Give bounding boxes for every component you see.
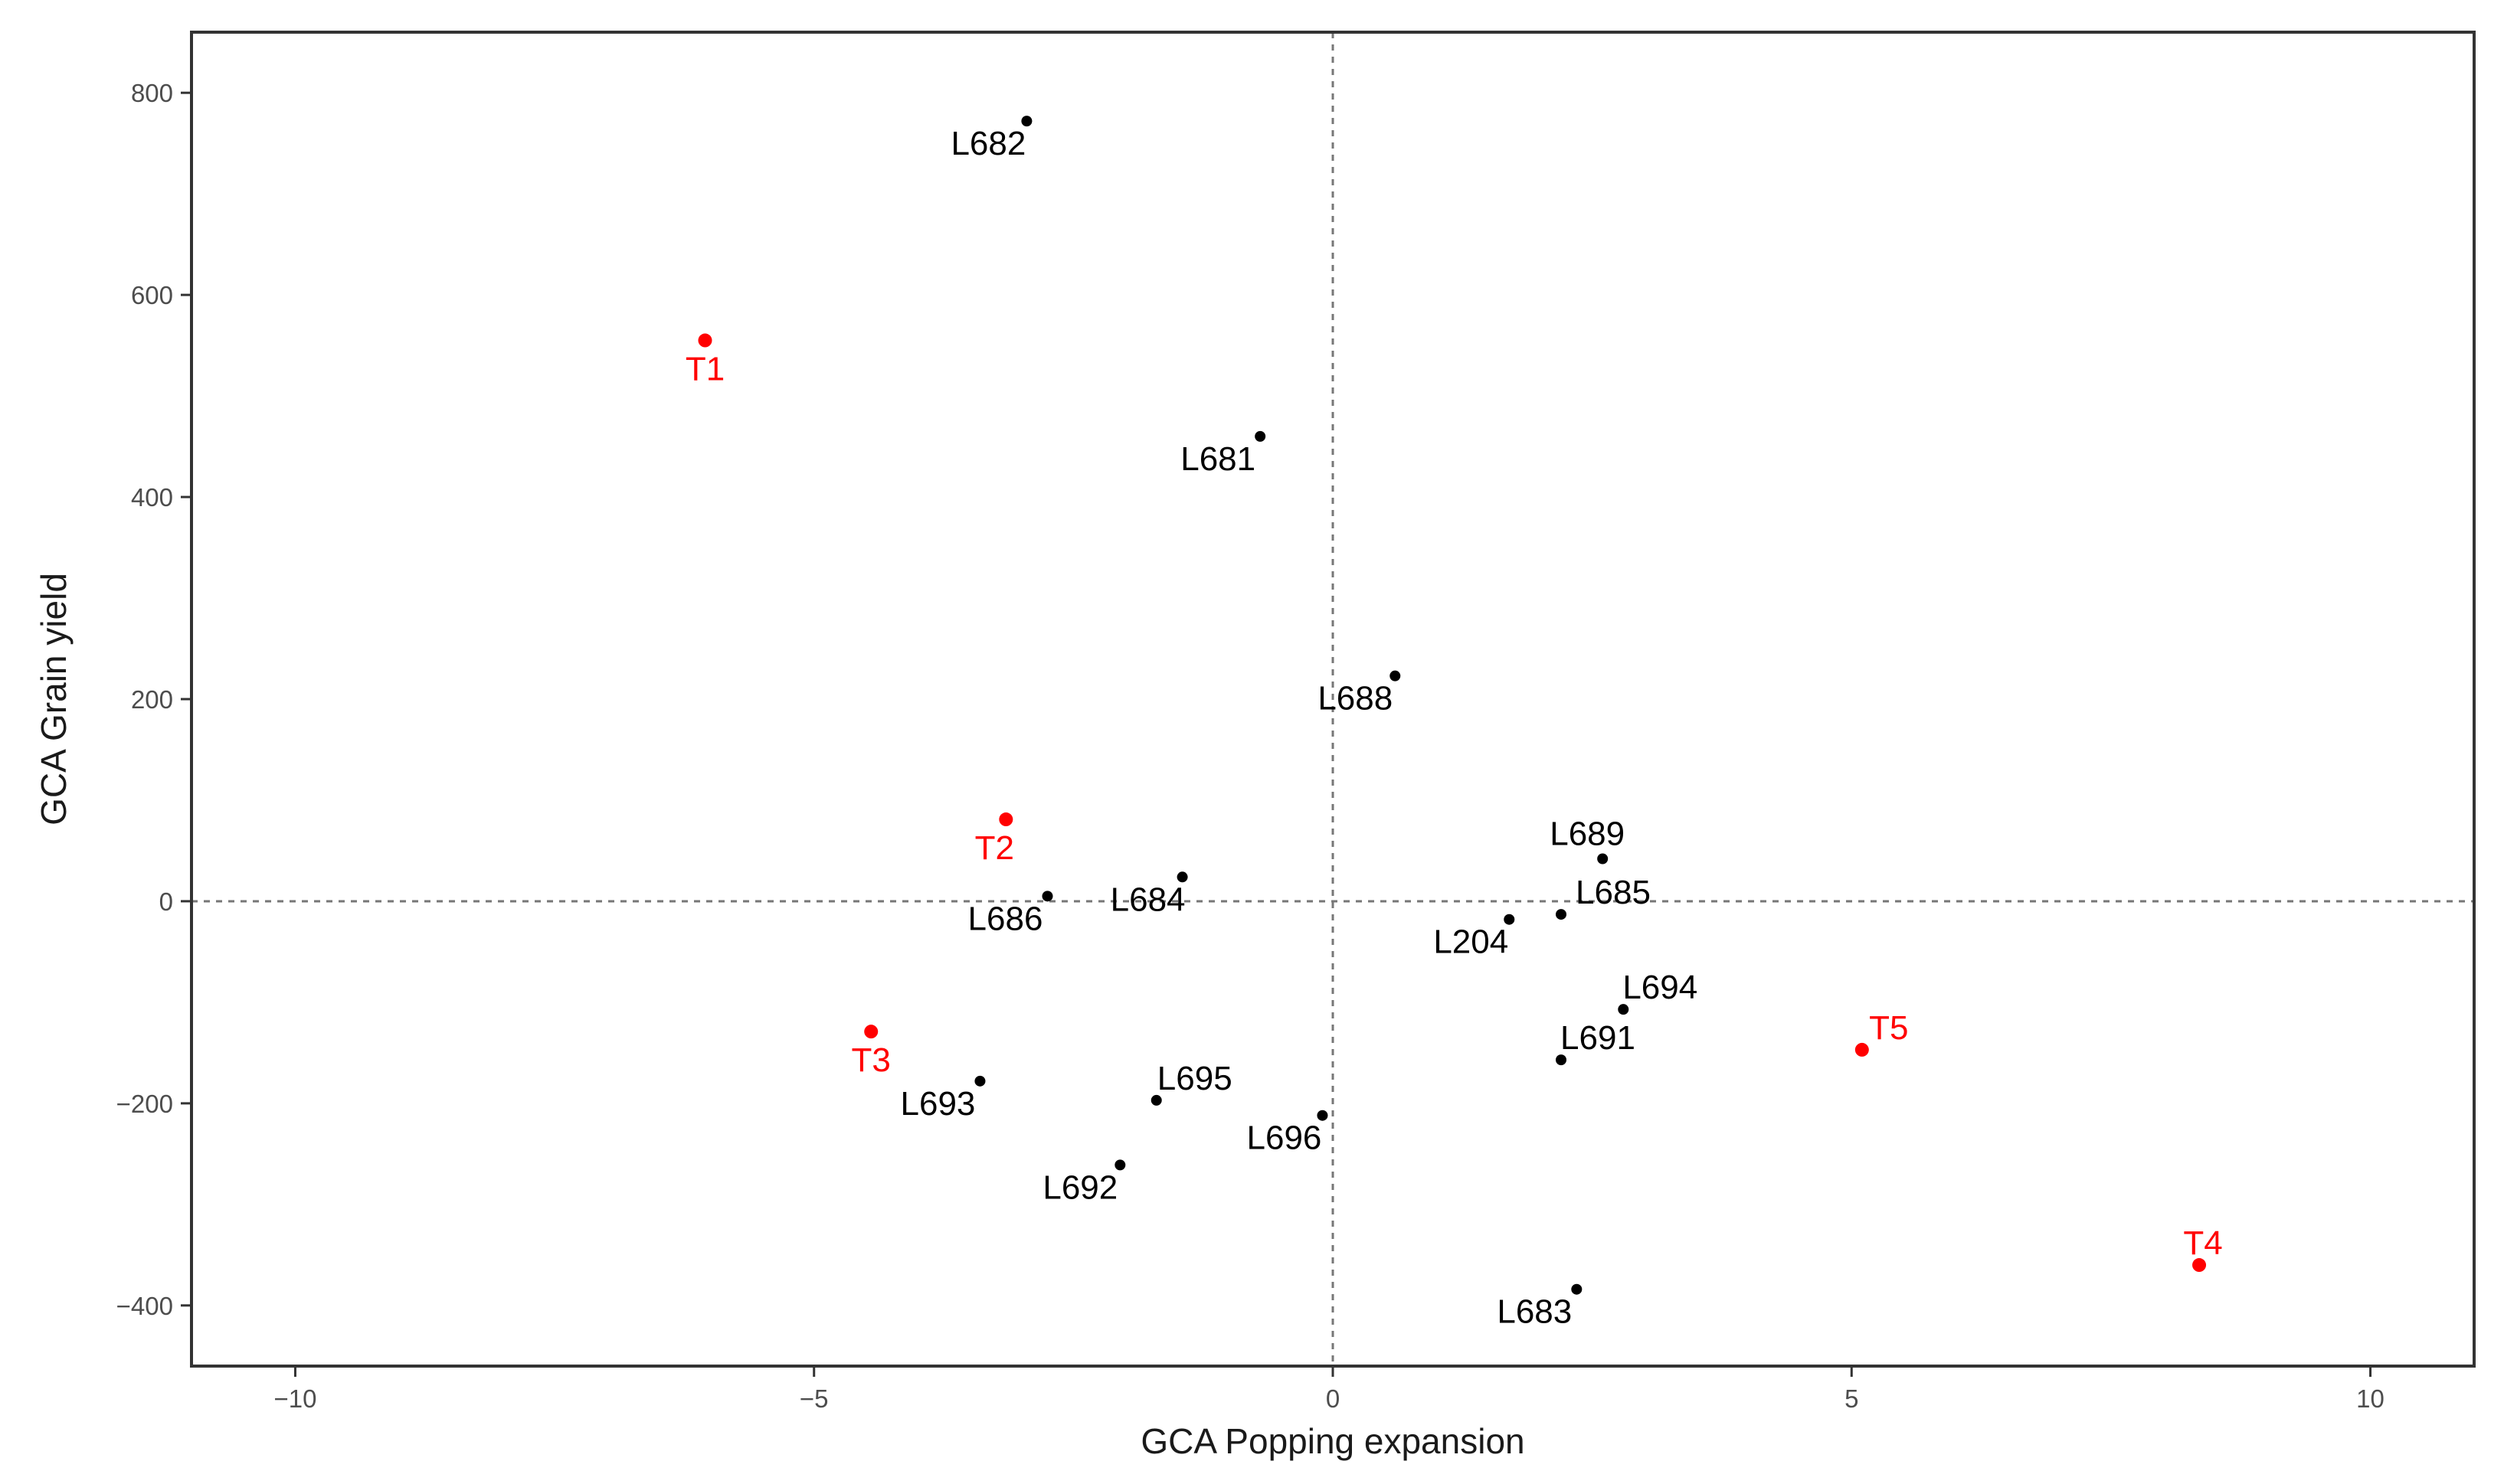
point-label-l694: L694 (1622, 969, 1697, 1006)
point-l686 (1042, 891, 1053, 902)
point-l681 (1255, 430, 1266, 442)
point-l689 (1597, 853, 1609, 865)
point-label-t3: T3 (852, 1041, 891, 1079)
point-t1 (698, 333, 712, 348)
point-label-l681: L681 (1180, 440, 1255, 478)
point-label-l685: L685 (1576, 874, 1651, 911)
x-tick-label: −10 (273, 1384, 316, 1413)
y-tick-label: 0 (159, 887, 173, 916)
y-tick-label: −400 (116, 1292, 173, 1320)
point-label-l692: L692 (1043, 1169, 1118, 1206)
point-l685 (1556, 909, 1566, 920)
point-labels-layer: L682 L681 L688 L689 L684 L686 L685 L204 L694 L691… (686, 125, 2223, 1331)
x-tick-label: 10 (2356, 1384, 2385, 1413)
point-label-l689: L689 (1550, 816, 1625, 853)
y-tick-label: 800 (131, 79, 173, 107)
point-label-l204: L204 (1433, 923, 1508, 961)
point-t4 (2192, 1258, 2207, 1273)
point-label-t5: T5 (1869, 1009, 1908, 1047)
y-tick-label: 400 (131, 483, 173, 512)
point-label-l691: L691 (1560, 1019, 1635, 1057)
point-t2 (999, 812, 1013, 827)
point-l683 (1571, 1283, 1583, 1295)
point-label-t4: T4 (2183, 1224, 2222, 1262)
point-l696 (1317, 1110, 1328, 1121)
point-label-l696: L696 (1247, 1120, 1322, 1157)
point-l692 (1115, 1159, 1126, 1171)
point-label-l686: L686 (968, 900, 1043, 937)
x-axis: −10 −5 0 5 10 (273, 1366, 2385, 1413)
y-tick-label: −200 (116, 1090, 173, 1118)
x-tick-label: 0 (1326, 1384, 1340, 1413)
point-label-t2: T2 (975, 829, 1014, 867)
point-label-l682: L682 (951, 125, 1026, 162)
y-axis-title: GCA Grain yield (34, 573, 74, 825)
point-l204 (1504, 914, 1515, 925)
y-tick-label: 200 (131, 685, 173, 714)
x-tick-label: 5 (1844, 1384, 1858, 1413)
point-label-l693: L693 (901, 1085, 976, 1123)
point-label-l683: L683 (1497, 1293, 1572, 1331)
point-l684 (1177, 871, 1188, 883)
point-t3 (864, 1025, 879, 1039)
x-tick-label: −5 (800, 1384, 829, 1413)
point-t5 (1854, 1042, 1869, 1057)
x-axis-title: GCA Popping expansion (1141, 1421, 1524, 1461)
point-l682 (1021, 116, 1033, 127)
y-axis: −400 −200 0 200 400 600 800 (116, 79, 191, 1320)
point-l694 (1618, 1004, 1629, 1015)
point-label-t1: T1 (686, 351, 725, 388)
reference-lines (191, 32, 2474, 1366)
point-l695 (1151, 1094, 1162, 1106)
point-label-l688: L688 (1317, 680, 1393, 717)
point-label-l695: L695 (1157, 1060, 1232, 1097)
y-tick-label: 600 (131, 281, 173, 309)
points-layer (698, 116, 2207, 1295)
point-label-l684: L684 (1111, 881, 1186, 918)
point-l691 (1556, 1054, 1566, 1066)
point-l693 (974, 1075, 986, 1087)
point-l688 (1389, 670, 1401, 682)
